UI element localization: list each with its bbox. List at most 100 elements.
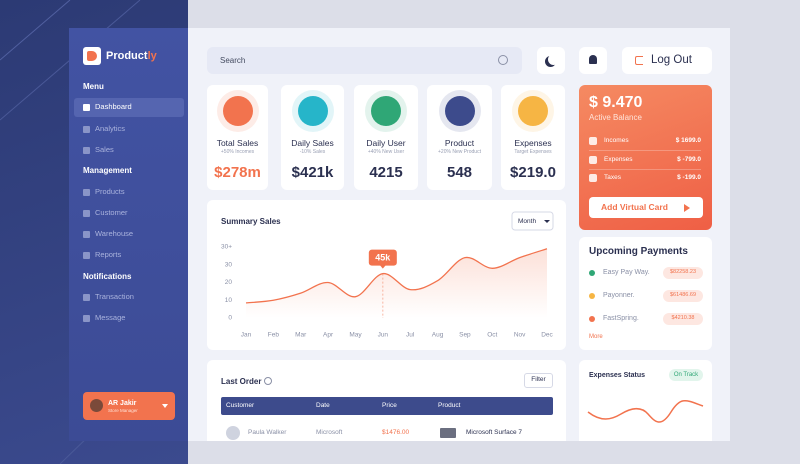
- menu-item[interactable]: Sales: [95, 145, 114, 154]
- stat-subtitle: +20% New Product: [438, 149, 481, 155]
- menu-icon: [83, 231, 90, 238]
- x-tick-label: Jul: [406, 332, 415, 339]
- payment-amount: $82258.23: [670, 269, 696, 275]
- expenses-wave: [587, 400, 704, 423]
- balance-row-icon: [589, 156, 597, 164]
- logout-label: Log Out: [651, 54, 692, 66]
- virtual-card-arrow: [684, 204, 690, 212]
- moon-icon: [548, 54, 559, 65]
- balance-row-icon: [589, 137, 597, 145]
- stat-subtitle: +40% New User: [367, 149, 405, 155]
- stat-icon: [371, 96, 401, 126]
- stat-value: $219.0: [510, 164, 556, 181]
- menu-icon: [83, 315, 90, 322]
- active-item-bg: [74, 98, 184, 117]
- search-placeholder: Search: [220, 56, 246, 65]
- stat-icon: [222, 96, 253, 126]
- menu-item[interactable]: Warehouse: [95, 229, 134, 238]
- menu-item[interactable]: Dashboard: [95, 102, 132, 111]
- payment-dot: [589, 270, 595, 276]
- virtual-card-button[interactable]: [589, 197, 703, 218]
- search-box[interactable]: [207, 47, 522, 74]
- y-tick-label: 30+: [221, 244, 232, 251]
- expenses-title: Expenses Status: [589, 372, 646, 379]
- stat-title: Total Sales: [216, 138, 259, 148]
- user-caret: [162, 404, 168, 408]
- line: [245, 248, 548, 304]
- payments-title: Upcoming Payments: [589, 246, 688, 257]
- x-tick-label: Jan: [241, 332, 252, 339]
- annotation-box: [368, 249, 397, 266]
- annotation-pointer: [379, 265, 386, 269]
- balance-row-value: $ 1699.0: [675, 137, 701, 144]
- table-header: [221, 397, 553, 415]
- payment-amount: $61486.69: [670, 292, 696, 298]
- x-tick-label: May: [349, 332, 362, 339]
- stat-icon: [444, 96, 475, 126]
- payments-more[interactable]: More: [589, 334, 603, 340]
- stat-title: Product: [444, 138, 475, 148]
- menu-item[interactable]: Customer: [95, 208, 128, 217]
- payment-name: Easy Pay Way.: [603, 269, 650, 276]
- logo-mark: [87, 51, 97, 61]
- x-tick-label: Apr: [323, 332, 334, 339]
- summary-chart: Summary Sales Month 0 10 20 30 30+ Jan Feb Mar Apr…: [221, 211, 554, 339]
- stat-subtitle: +50% Incomes: [220, 149, 255, 155]
- stat-value: 548: [446, 164, 473, 181]
- x-tick-label: Nov: [514, 332, 526, 339]
- balance-row-value: $ -799.0: [677, 156, 701, 163]
- table-cell: Paula Walker: [248, 429, 287, 436]
- menu-icon: [83, 210, 90, 217]
- menu-icon: [83, 294, 90, 301]
- payment-amount-pill: [663, 267, 703, 279]
- filter-label: Filter: [531, 376, 546, 383]
- deco-line: [0, 0, 71, 61]
- period-label: Month: [518, 218, 536, 225]
- logout-button[interactable]: [622, 47, 712, 74]
- filter-button[interactable]: [524, 373, 553, 388]
- x-tick-label: Jun: [378, 332, 389, 339]
- column-header: Date: [316, 402, 330, 409]
- menu-item[interactable]: Products: [95, 187, 125, 196]
- payment-amount-pill: [663, 313, 703, 325]
- wave-line: [587, 400, 704, 423]
- menu-item[interactable]: Analytics: [95, 124, 126, 133]
- column-header: Price: [382, 402, 397, 409]
- stat-value: $421k: [291, 164, 334, 181]
- product-thumb: [440, 428, 456, 438]
- x-tick-label: Aug: [432, 332, 444, 339]
- menu-item[interactable]: Message: [95, 313, 126, 322]
- column-header: Customer: [226, 402, 255, 409]
- stat-icon: [297, 96, 328, 126]
- table-cell: Microsoft Surface 7: [466, 429, 522, 436]
- stat-value: 4215: [369, 164, 403, 181]
- status-badge-label: On Track: [673, 372, 699, 378]
- theme-button[interactable]: [537, 47, 565, 74]
- payment-dot: [589, 316, 595, 322]
- stat-subtitle: -10% Sales: [299, 149, 326, 155]
- stat-value: $278m: [214, 164, 261, 181]
- user-role: Store Manager: [108, 408, 138, 413]
- menu-item[interactable]: Reports: [95, 250, 122, 259]
- y-tick-label: 30: [225, 261, 233, 268]
- menu-icon: [83, 104, 90, 111]
- stat-title: Daily User: [366, 138, 406, 148]
- menu-icon: [83, 126, 90, 133]
- y-tick-label: 10: [225, 297, 233, 304]
- logout-icon: [635, 56, 643, 65]
- section-title: Notifications: [83, 272, 132, 281]
- period-dropdown[interactable]: [511, 211, 554, 231]
- balance-divider: [589, 169, 701, 170]
- balance-row-value: $ -199.0: [677, 174, 701, 181]
- x-tick-label: Oct: [487, 332, 497, 339]
- balance-row-icon: [589, 174, 597, 182]
- balance-row-label: Incomes: [604, 137, 629, 144]
- brand-accent: ly: [147, 50, 157, 62]
- section-title: Management: [83, 166, 132, 175]
- stat-subtitle: Target Expenses: [514, 149, 552, 155]
- payment-amount: $4210.38: [671, 315, 695, 321]
- table-cell: Microsoft: [316, 429, 343, 436]
- menu-item[interactable]: Transaction: [95, 292, 134, 301]
- column-header: Product: [438, 402, 461, 409]
